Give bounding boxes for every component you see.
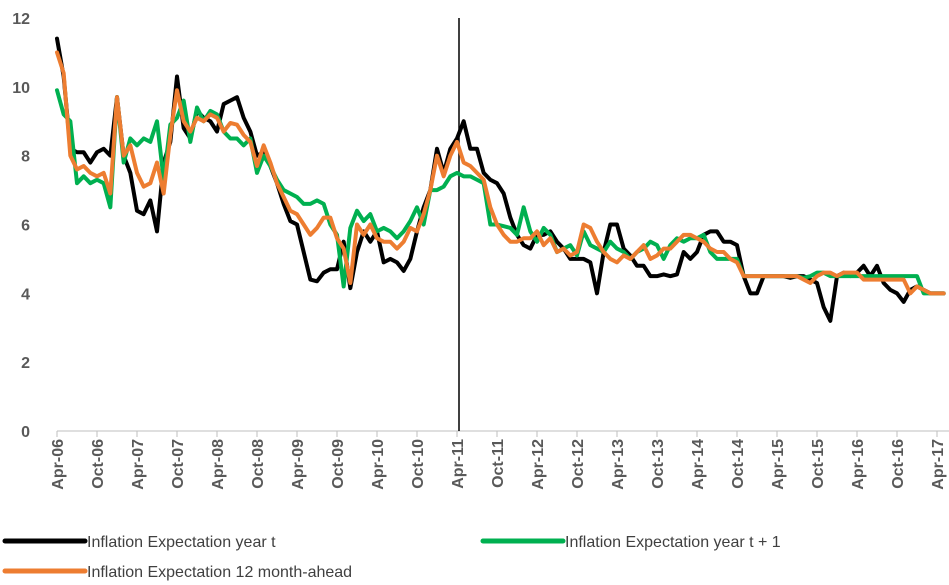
y-tick-label: 2 bbox=[21, 355, 30, 372]
legend-label: Inflation Expectation 12 month-ahead bbox=[87, 564, 352, 581]
x-tick-label: Oct-13 bbox=[650, 439, 667, 489]
x-tick-label: Oct-06 bbox=[90, 439, 107, 489]
x-tick-label: Oct-07 bbox=[170, 439, 187, 489]
x-tick-label: Oct-12 bbox=[570, 439, 587, 489]
y-tick-label: 0 bbox=[21, 424, 30, 441]
x-tick-label: Apr-13 bbox=[610, 439, 627, 490]
x-tick-label: Apr-15 bbox=[770, 439, 787, 490]
x-tick-label: Oct-08 bbox=[250, 439, 267, 489]
x-tick-label: Apr-08 bbox=[210, 439, 227, 490]
x-tick-label: Apr-11 bbox=[450, 439, 467, 489]
y-tick-label: 10 bbox=[12, 80, 30, 97]
y-tick-label: 12 bbox=[12, 11, 30, 28]
y-tick-label: 6 bbox=[21, 218, 30, 235]
x-tick-label: Oct-15 bbox=[810, 439, 827, 489]
x-tick-label: Oct-10 bbox=[410, 439, 427, 489]
x-tick-label: Apr-12 bbox=[530, 439, 547, 490]
x-tick-label: Oct-14 bbox=[730, 439, 747, 489]
x-tick-label: Apr-16 bbox=[850, 439, 867, 490]
x-tick-label: Apr-06 bbox=[50, 439, 67, 490]
y-tick-label: 4 bbox=[21, 286, 30, 303]
series-line bbox=[55, 50, 946, 296]
x-tick-label: Apr-09 bbox=[290, 439, 307, 490]
y-tick-label: 8 bbox=[21, 149, 30, 166]
x-tick-label: Oct-11 bbox=[490, 439, 507, 488]
x-tick-label: Apr-07 bbox=[130, 439, 147, 490]
x-tick-label: Apr-10 bbox=[370, 439, 387, 490]
x-tick-label: Oct-09 bbox=[330, 439, 347, 489]
x-tick-label: Apr-14 bbox=[690, 439, 707, 490]
legend-label: Inflation Expectation year t bbox=[87, 534, 276, 551]
legend-label: Inflation Expectation year t + 1 bbox=[565, 534, 781, 551]
x-tick-label: Apr-17 bbox=[930, 439, 947, 490]
series-line bbox=[55, 36, 946, 323]
x-tick-label: Oct-16 bbox=[890, 439, 907, 489]
